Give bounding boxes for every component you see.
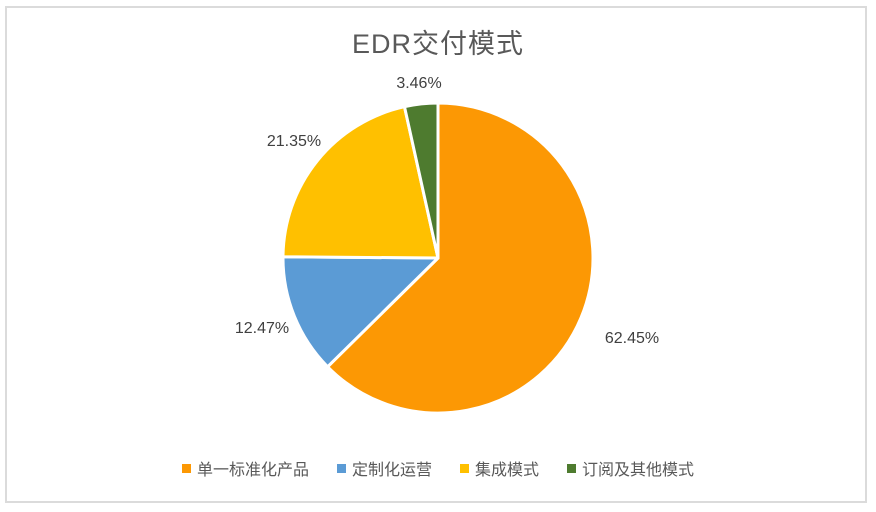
- legend-label: 单一标准化产品: [196, 462, 309, 479]
- legend-item-1: 定制化运营: [336, 456, 432, 480]
- data-label-2: 21.35%: [266, 133, 322, 150]
- legend: 单一标准化产品 定制化运营 集成模式 订阅及其他模式: [0, 456, 876, 480]
- legend-item-2: 集成模式: [460, 456, 539, 480]
- legend-label: 订阅及其他模式: [582, 462, 695, 479]
- legend-item-0: 单一标准化产品: [181, 456, 309, 480]
- legend-swatch-icon: [336, 463, 346, 473]
- legend-swatch-icon: [181, 463, 191, 473]
- pie-slice-0: [326, 101, 595, 415]
- legend-label: 集成模式: [475, 462, 540, 479]
- data-label-0: 62.45%: [604, 330, 660, 347]
- data-label-3: 3.46%: [396, 75, 442, 92]
- legend-swatch-icon: [460, 463, 469, 473]
- pie-slice-1: [281, 255, 440, 369]
- pie-slice-2: [281, 105, 440, 260]
- data-label-1: 12.47%: [234, 320, 290, 337]
- legend-label: 定制化运营: [351, 462, 432, 479]
- pie-slice-3: [402, 101, 440, 260]
- legend-swatch-icon: [567, 463, 577, 473]
- legend-item-3: 订阅及其他模式: [567, 456, 694, 480]
- chart-title: EDR交付模式: [351, 29, 524, 59]
